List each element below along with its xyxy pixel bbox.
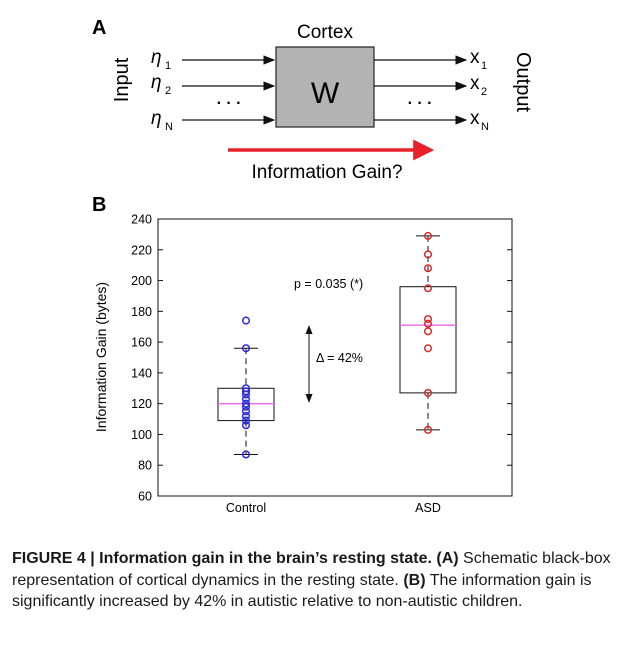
input-label: Input [111, 57, 133, 102]
output-x-n: x N [470, 108, 489, 133]
data-point [241, 387, 251, 396]
caption-text-b: The information gain is significantly in… [12, 571, 592, 611]
category-label-control: Control [226, 501, 266, 515]
panel-b-label: B [92, 194, 106, 216]
svg-text:η: η [151, 47, 162, 68]
input-eta-n: η N [151, 108, 173, 133]
data-point [423, 388, 433, 397]
panel-a-label: A [92, 17, 106, 39]
data-point [423, 314, 433, 324]
y-tick-label: 100 [131, 428, 152, 442]
output-x-1: x 1 [470, 47, 487, 72]
y-tick-label: 160 [131, 336, 152, 350]
input-ellipsis: · · · [217, 95, 242, 112]
y-tick-label: 220 [131, 243, 152, 257]
svg-text:x: x [470, 47, 480, 68]
data-point [241, 316, 251, 325]
y-tick-label: 80 [138, 459, 152, 473]
svg-text:η: η [151, 108, 162, 129]
data-point [423, 319, 433, 328]
figure-caption: FIGURE 4 | Information gain in the brain… [12, 548, 612, 613]
y-tick-label: 140 [131, 366, 152, 380]
p-value-annotation: p = 0.035 (*) [294, 277, 363, 291]
data-point [423, 264, 433, 273]
input-eta-2: η 2 [151, 72, 171, 97]
y-axis-title: Information Gain (bytes) [93, 282, 109, 432]
output-label: Output [512, 52, 534, 112]
box-plots [217, 231, 457, 459]
caption-title: FIGURE 4 | Information gain in the brain… [12, 550, 459, 567]
data-point [241, 399, 251, 408]
data-point [423, 231, 433, 240]
box-control [217, 316, 275, 459]
cortex-box [275, 46, 375, 128]
svg-text:2: 2 [481, 86, 487, 98]
cortex-w-letter: W [311, 77, 340, 110]
figure-canvas: A Input Output Cortex W η 1 η 2 η N · · … [92, 17, 534, 515]
panel-b: B Information Gain (bytes) 60 80 100 120 140… [92, 194, 513, 515]
svg-text:1: 1 [481, 60, 487, 72]
svg-text:η: η [151, 72, 162, 93]
category-label-asd: ASD [415, 501, 441, 515]
data-point [241, 450, 251, 459]
data-point [241, 416, 251, 425]
iqr-box [399, 286, 457, 394]
data-point [241, 344, 251, 353]
output-ellipsis: · · · [408, 95, 433, 112]
iqr-box [217, 387, 275, 422]
input-eta-1: η 1 [151, 47, 171, 72]
data-point [241, 402, 251, 411]
data-point [241, 411, 251, 421]
caption-b-marker: (B) [403, 571, 426, 589]
plot-frame [157, 218, 513, 497]
data-point [241, 384, 251, 393]
y-tick-label: 180 [131, 305, 152, 319]
cortex-title: Cortex [297, 22, 353, 43]
caption-text-a: Schematic black-box representation of co… [12, 550, 611, 589]
information-gain-label: Information Gain? [251, 162, 402, 183]
svg-text:1: 1 [165, 60, 171, 72]
y-tick-label: 120 [131, 397, 152, 411]
data-point [423, 425, 433, 434]
svg-text:N: N [165, 121, 173, 133]
y-tick-label: 200 [131, 274, 152, 288]
svg-text:x: x [470, 73, 480, 94]
data-point [241, 421, 251, 430]
panel-a: A Input Output Cortex W η 1 η 2 η N · · … [92, 17, 534, 183]
svg-text:N: N [481, 121, 489, 133]
svg-text:x: x [470, 108, 480, 129]
data-point [241, 407, 251, 416]
data-point [423, 284, 433, 293]
data-point [423, 327, 433, 336]
y-axis-ticks: 60 80 100 120 140 160 180 200 220 240 [131, 213, 512, 504]
y-tick-label: 240 [131, 213, 152, 227]
box-asd [399, 231, 457, 434]
data-point [423, 344, 433, 353]
delta-annotation: Δ = 42% [316, 351, 363, 365]
svg-text:2: 2 [165, 85, 171, 97]
output-x-2: x 2 [470, 73, 487, 98]
data-point [241, 395, 251, 404]
data-point [423, 250, 433, 259]
y-tick-label: 60 [138, 490, 152, 504]
